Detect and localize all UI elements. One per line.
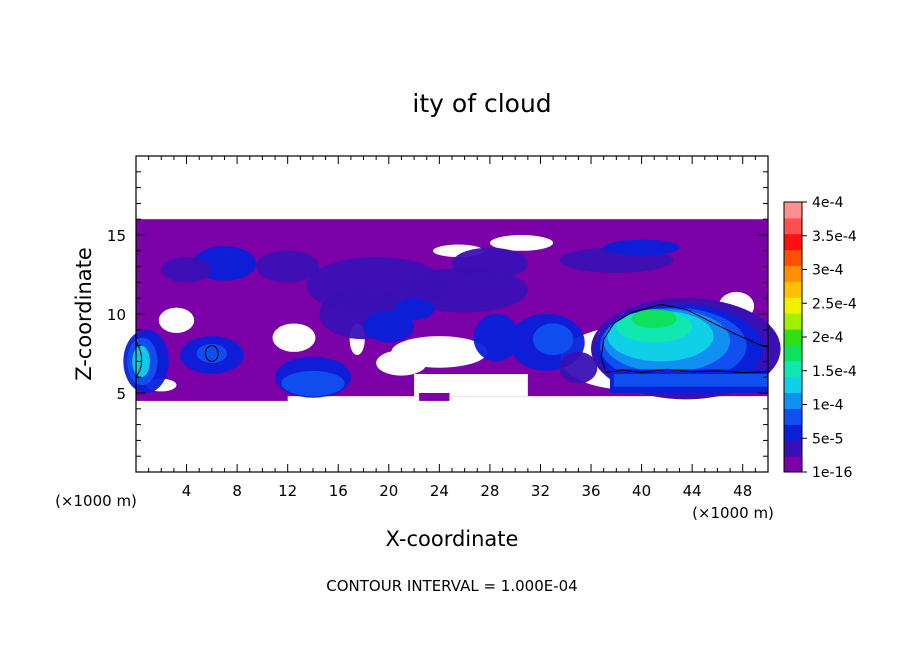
- colorbar-bin: [784, 456, 802, 473]
- colorbar-bin: [784, 424, 802, 441]
- cloud-cell: [452, 247, 528, 280]
- contour-line: [606, 368, 769, 374]
- colorbar-bin: [784, 329, 802, 346]
- colorbar-bin: [784, 233, 802, 251]
- y-axis-ticks: 5 10 15: [107, 171, 768, 457]
- colorbar-bin: [784, 360, 802, 378]
- cloud-cell: [401, 268, 528, 313]
- colorbar-bin: [784, 202, 802, 219]
- cloud-cell: [532, 323, 574, 356]
- colorbar-label: 3.5e-4: [812, 229, 857, 245]
- colorbar-label: 3e-4: [812, 263, 844, 279]
- x-tick-label: 44: [683, 482, 702, 500]
- colorbar-bin: [784, 281, 802, 298]
- clear-air-gap: [158, 307, 195, 333]
- colorbar-bin: [784, 313, 802, 330]
- x-tick-label: 36: [581, 482, 600, 500]
- x-tick-label: 20: [379, 482, 398, 500]
- colorbar-bin: [784, 265, 802, 282]
- cloud-cell: [196, 344, 228, 363]
- x-tick-label: 40: [632, 482, 651, 500]
- colorbar-bin: [784, 408, 802, 425]
- colorbar-bin: [784, 376, 802, 394]
- cloud-layer: [419, 393, 450, 401]
- x-axis-unit-right: (×1000 m): [692, 504, 774, 522]
- x-tick-label: 8: [232, 482, 242, 500]
- colorbar-bin: [784, 297, 802, 314]
- y-tick-label: 15: [107, 227, 126, 245]
- cloud-cell: [363, 310, 415, 343]
- colorbar-label: 1e-16: [812, 465, 852, 481]
- colorbar-bin: [784, 440, 802, 457]
- x-tick-label: 24: [430, 482, 449, 500]
- contour-line: [205, 345, 219, 362]
- contour-interval-note: CONTOUR INTERVAL = 1.000E-04: [326, 577, 577, 595]
- cloud-cell: [473, 314, 519, 362]
- contour-line: [135, 340, 143, 378]
- cloud-cell: [281, 370, 345, 397]
- colorbar-bin: [784, 217, 802, 235]
- colorbar-label: 1.5e-4: [812, 364, 857, 380]
- colorbar-label: 5e-5: [812, 431, 843, 447]
- colorbar: 1e-16 5e-5 1e-4 1.5e-4 2e-4 2.5e-4 3e-4 3.5e-4 4…: [783, 195, 857, 481]
- x-tick-label: 12: [278, 482, 297, 500]
- x-tick-label: 16: [329, 482, 348, 500]
- colorbar-label: 1e-4: [812, 398, 844, 414]
- y-tick-label: 10: [107, 306, 126, 324]
- colorbar-bin: [784, 249, 802, 267]
- cloud-cell: [393, 298, 435, 321]
- x-tick-label: 32: [531, 482, 550, 500]
- colorbar-bin: [784, 392, 802, 409]
- clear-air-gap: [465, 0, 515, 5]
- contour-lines: [135, 303, 769, 378]
- clear-air-gap: [272, 323, 316, 352]
- clear-air-gap: [414, 374, 528, 397]
- cloud-layer: [136, 393, 288, 401]
- clear-air-gap: [489, 235, 554, 251]
- x-tick-label: 4: [182, 482, 192, 500]
- x-tick-label: 28: [480, 482, 499, 500]
- cloud-cell: [132, 345, 150, 378]
- cloud-core: [613, 374, 768, 387]
- clear-air-gap: [338, 83, 415, 134]
- x-axis-ticks: 4 8 12 16 20 24 28 32 36 40 44 48: [148, 156, 756, 500]
- cloud-cell: [256, 250, 320, 283]
- cloud-cell: [559, 351, 598, 384]
- x-axis-label: X-coordinate: [386, 527, 519, 551]
- contour-line: [600, 303, 769, 373]
- colorbar-label: 4e-4: [812, 195, 844, 211]
- y-axis-label: Z-coordinate: [72, 247, 96, 381]
- colorbar-label: 2e-4: [812, 330, 844, 346]
- cloud-core: [631, 309, 677, 329]
- cloud-cell: [603, 239, 680, 256]
- cloud-cell: [161, 257, 212, 283]
- colorbar-label: 2.5e-4: [812, 296, 857, 312]
- x-axis-unit-left: (×1000 m): [55, 492, 137, 510]
- x-tick-label: 48: [733, 482, 752, 500]
- clear-air-gap: [376, 350, 427, 376]
- colorbar-bin: [784, 344, 802, 362]
- cloud-field: [123, 0, 781, 401]
- y-tick-label: 5: [116, 385, 126, 403]
